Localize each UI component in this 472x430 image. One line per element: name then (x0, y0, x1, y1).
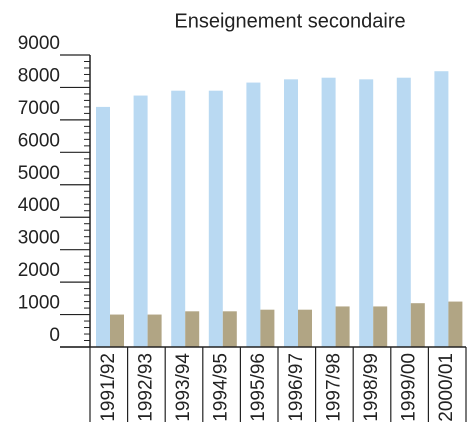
x-tick-label: 1992/93 (135, 353, 156, 422)
bar (284, 79, 298, 347)
x-tick-label: 1998/99 (361, 353, 382, 422)
y-tick-label: 8000 (18, 65, 60, 86)
bar (133, 95, 148, 347)
bar (410, 303, 425, 347)
x-tick-label: 1999/00 (399, 353, 420, 422)
bar (321, 77, 336, 347)
bar (222, 311, 237, 347)
bar (260, 309, 275, 347)
x-tick-label: 2000/01 (436, 353, 457, 422)
bar (373, 306, 388, 347)
bar (359, 79, 374, 347)
y-tick-label: 7000 (18, 98, 60, 119)
bar (448, 301, 463, 347)
x-tick-label: 1997/98 (323, 353, 344, 422)
x-tick-label: 1993/94 (173, 353, 194, 422)
x-tick-label: 1995/96 (248, 353, 269, 422)
bar (335, 306, 350, 347)
bar (434, 71, 449, 347)
bar (110, 314, 124, 347)
y-tick-label: 0 (49, 325, 60, 346)
x-tick-label: 1991/92 (98, 353, 119, 422)
y-tick-label: 2000 (18, 260, 60, 281)
bar (396, 77, 411, 347)
y-tick-label: 9000 (18, 33, 60, 54)
y-tick-label: 1000 (18, 293, 60, 314)
bar (96, 106, 110, 348)
chart-title: Enseignement secondaire (174, 10, 405, 32)
y-tick-label: 3000 (18, 228, 60, 249)
x-tick-label: 1994/95 (211, 353, 232, 422)
bar (298, 309, 312, 347)
bar (208, 90, 223, 347)
y-tick-label: 6000 (18, 130, 60, 151)
y-tick-label: 5000 (18, 163, 60, 184)
x-tick-label: 1996/97 (286, 353, 307, 422)
bar (185, 311, 200, 347)
bar (147, 314, 162, 347)
bar (171, 90, 186, 347)
y-tick-label: 4000 (18, 195, 60, 216)
bar (246, 82, 261, 348)
